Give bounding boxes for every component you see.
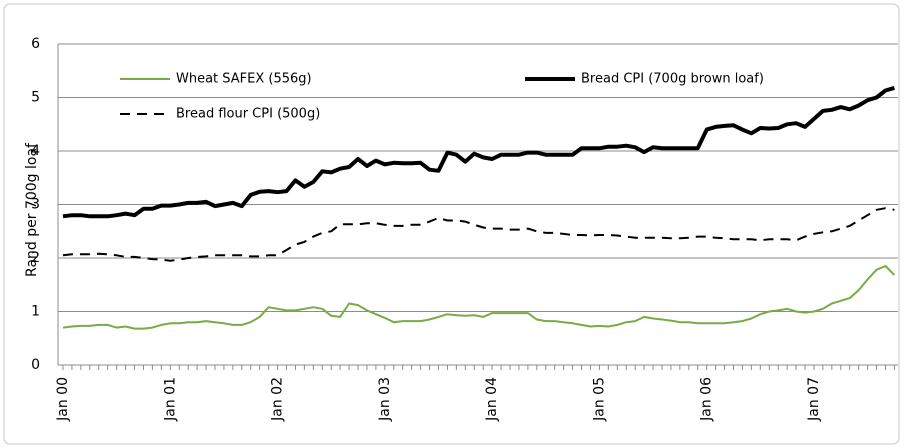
x-tick-label: Jan 03 <box>377 377 393 422</box>
y-tick-label: 0 <box>31 357 40 373</box>
y-tick-label: 5 <box>31 90 40 106</box>
x-tick-label: Jan 00 <box>55 377 71 422</box>
y-tick-label: 2 <box>31 250 40 266</box>
chart-frame <box>3 3 900 445</box>
series-line <box>62 207 895 262</box>
y-tick-label: 6 <box>31 36 40 52</box>
series-line <box>62 85 895 219</box>
y-axis-label: Rand per 700g loaf <box>24 142 40 277</box>
x-tick-label: Jan 02 <box>270 377 286 422</box>
x-tick-label: Jan 04 <box>484 377 500 422</box>
y-tick-label: 4 <box>31 143 40 159</box>
legend-label: Wheat SAFEX (556g) <box>176 72 312 87</box>
x-tick-label: Jan 05 <box>591 377 607 422</box>
x-tick-label: Jan 07 <box>806 377 822 422</box>
x-tick-label: Jan 01 <box>162 377 178 422</box>
series-line <box>62 265 896 330</box>
legend-label: Bread flour CPI (500g) <box>176 107 320 122</box>
x-tick-label: Jan 06 <box>699 377 715 422</box>
y-tick-label: 3 <box>31 197 40 213</box>
y-tick-label: 1 <box>31 304 40 320</box>
legend-label: Bread CPI (700g brown loaf) <box>581 72 764 87</box>
